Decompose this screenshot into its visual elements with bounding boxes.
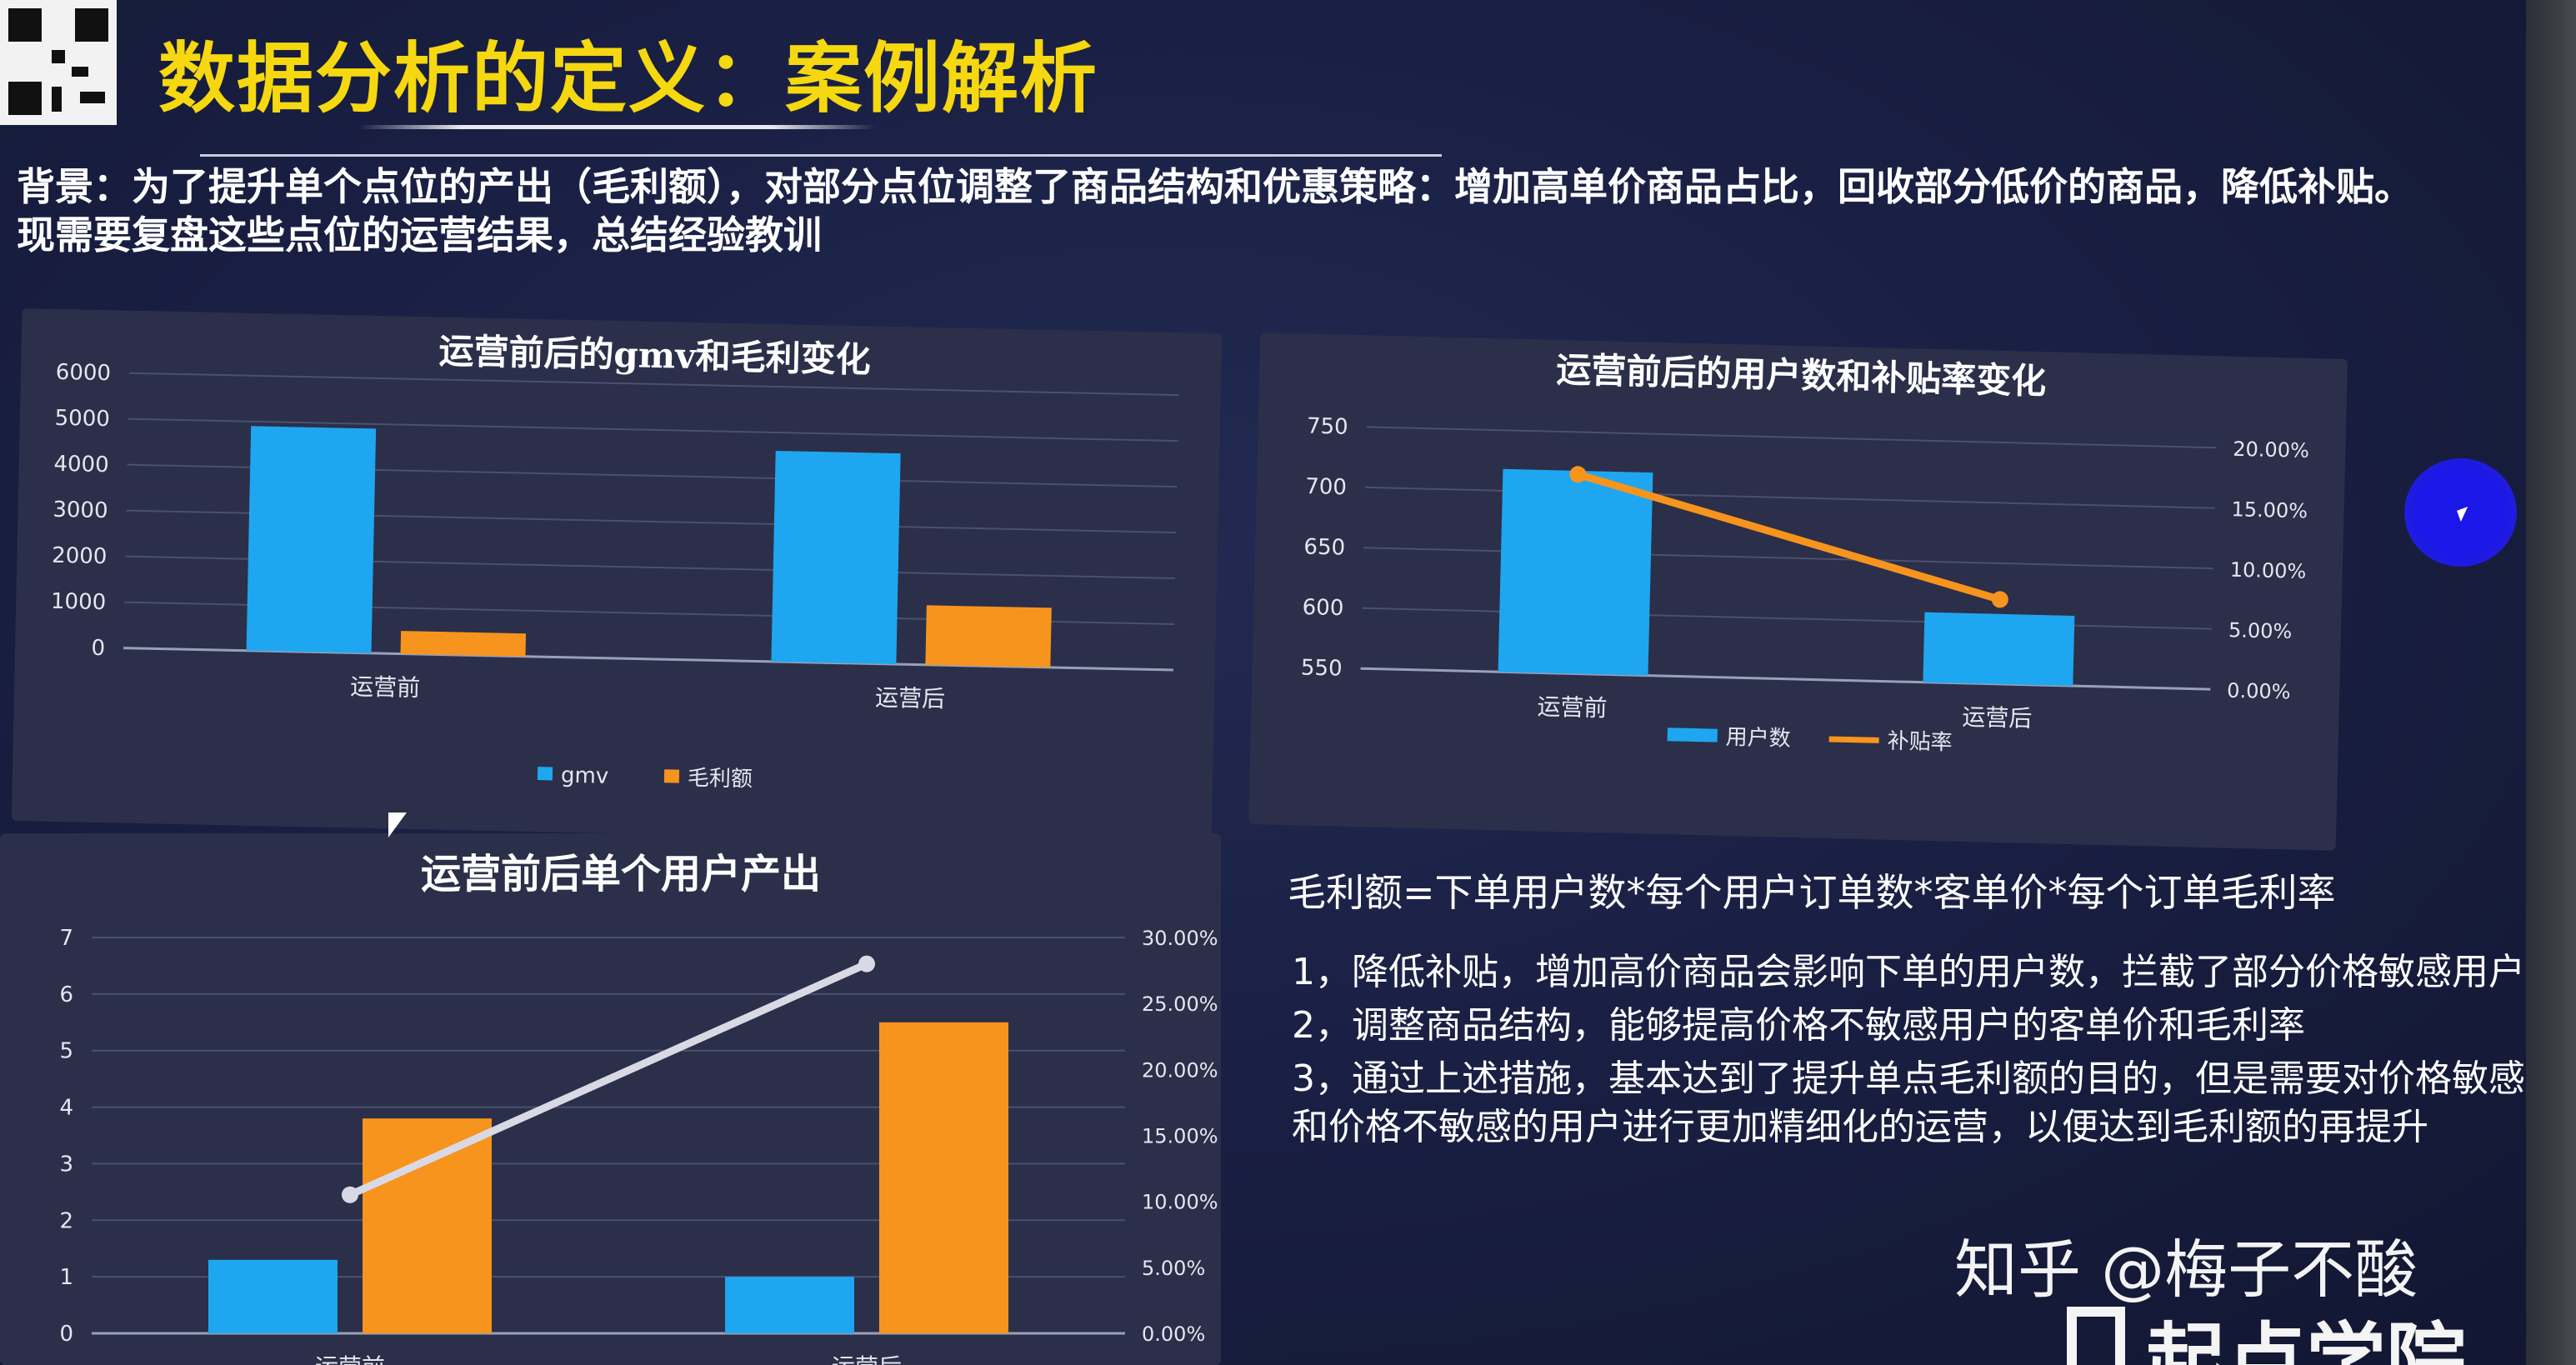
- bar-用户数: [1498, 468, 1653, 676]
- y2-tick-label: 15.00%: [2231, 498, 2308, 522]
- conclusion-point-3: 3，通过上述措施，基本达到了提升单点毛利额的目的，但是需要对价格敏感和价格不敏感…: [1292, 1058, 2525, 1148]
- gridline: [1366, 426, 2217, 449]
- screen-bezel: [2526, 0, 2576, 1365]
- y-tick-label: 0: [91, 636, 105, 661]
- y-tick-label: 2000: [52, 543, 108, 569]
- y-tick-label: 550: [1301, 655, 1343, 681]
- presenter-cursor-icon: [2404, 458, 2517, 567]
- bar-用户数: [1923, 612, 2075, 687]
- y-tick-label: 1: [59, 1265, 73, 1290]
- chart-per-user-output-svg: 运营前后单个用户产出 0 1 2 3 4 5 6 7 0.00% 5.00% 10.00% 15.00%…: [59, 851, 1218, 1365]
- chart-gmv-margin: 运营前后的gmv和毛利变化 0 1000 2000 3000 4000 5000 6000 运营…: [11, 308, 1223, 847]
- y2-tick-label: 0.00%: [2227, 679, 2291, 704]
- y-tick-label: 2: [59, 1208, 73, 1233]
- y-tick-label: 4: [59, 1096, 73, 1121]
- brand-logo-icon: [2067, 1307, 2125, 1365]
- bar-series-0: [208, 1259, 338, 1333]
- x-axis-line: [1360, 667, 2211, 691]
- line-point: [858, 955, 875, 972]
- x-tick-label: 运营后: [875, 684, 946, 713]
- y2-tick-label: 10.00%: [2229, 558, 2306, 583]
- y-tick-label: 600: [1302, 595, 1343, 621]
- conclusion-point-2: 2，调整商品结构，能够提高价格不敏感用户的客单价和毛利率: [1292, 1004, 2305, 1047]
- bar-gmv: [246, 426, 377, 653]
- y2-tick-label: 5.00%: [1142, 1257, 1205, 1280]
- mouse-pointer-icon: [388, 812, 407, 838]
- y2-tick-label: 0.00%: [1142, 1322, 1205, 1346]
- gridline: [1363, 547, 2213, 570]
- y-tick-label: 650: [1303, 535, 1345, 561]
- y-tick-label: 6: [59, 982, 73, 1008]
- gridline: [128, 372, 1179, 397]
- y-tick-label: 700: [1305, 474, 1347, 500]
- bar-series-1: [879, 1022, 1008, 1333]
- y-tick-label: 750: [1307, 414, 1348, 440]
- line-point: [1991, 591, 2008, 608]
- line-point: [1569, 466, 1587, 483]
- gridline: [1364, 486, 2215, 509]
- y2-tick-label: 25.00%: [1142, 992, 1218, 1016]
- bar-毛利额: [400, 631, 527, 657]
- bar-series-0: [725, 1277, 854, 1333]
- chart-users-subsidy: 运营前后的用户数和补贴率变化 550 600 650 700 750 0.00% 5.00% 1…: [1248, 332, 2348, 851]
- y2-tick-label: 20.00%: [2233, 438, 2309, 462]
- conclusion-list: 1，降低补贴，增加高价商品会影响下单的用户数，拦截了部分价格敏感用户 2，调整商…: [1292, 948, 2533, 1157]
- x-tick-label: 运营后: [1962, 703, 2033, 732]
- y2-tick-label: 10.00%: [1142, 1191, 1218, 1214]
- legend-label: 毛利额: [688, 766, 753, 792]
- legend-swatch: [663, 769, 680, 783]
- x-tick-label: 运营前: [350, 672, 421, 702]
- legend-swatch: [1828, 736, 1879, 743]
- y2-tick-label: 30.00%: [1142, 927, 1218, 950]
- legend-label: 补贴率: [1887, 729, 1953, 756]
- y-tick-label: 5000: [54, 406, 110, 432]
- chart-title: 运营前后的gmv和毛利变化: [438, 330, 871, 380]
- y-tick-label: 4000: [53, 452, 109, 478]
- y-tick-label: 3: [59, 1152, 73, 1177]
- slide-title: 数据分析的定义：案例解析: [158, 34, 1099, 123]
- x-tick-label: 运营前: [1537, 692, 1608, 722]
- gridline: [1362, 607, 2213, 630]
- conclusion-point-1: 1，降低补贴，增加高价商品会影响下单的用户数，拦截了部分价格敏感用户: [1292, 951, 2525, 993]
- line-point: [342, 1186, 358, 1203]
- chart-per-user-output: 运营前后单个用户产出 0 1 2 3 4 5 6 7 0.00% 5.00% 10.00% 15.00%…: [0, 833, 1221, 1365]
- brand-text: 起点学院: [2146, 1314, 2466, 1365]
- bar-毛利额: [925, 605, 1052, 668]
- chart-users-subsidy-svg: 运营前后的用户数和补贴率变化 550 600 650 700 750 0.00% 5.00% 1…: [1301, 349, 2310, 756]
- gridline: [128, 418, 1178, 442]
- y-tick-label: 6000: [56, 360, 112, 386]
- formula-text: 毛利额=下单用户数*每个用户订单数*客单价*每个订单毛利率: [1288, 870, 2336, 915]
- y-tick-label: 7: [59, 926, 73, 951]
- y2-tick-label: 5.00%: [2228, 618, 2293, 643]
- qr-code-icon: [0, 0, 117, 125]
- bar-gmv: [771, 450, 901, 665]
- x-tick-label: 运营后: [832, 1353, 902, 1365]
- legend-swatch: [537, 767, 553, 781]
- brand-name: 起点学院: [2146, 1296, 2466, 1365]
- bar-series-1: [363, 1118, 492, 1333]
- chart-gmv-margin-svg: 运营前后的gmv和毛利变化 0 1000 2000 3000 4000 5000 6000 运营…: [51, 330, 1179, 792]
- title-divider: [200, 154, 1442, 157]
- legend-label: gmv: [561, 763, 609, 789]
- line-补贴率: [1573, 470, 2004, 603]
- chart-title: 运营前后单个用户产出: [421, 851, 821, 898]
- title-underline: [358, 125, 875, 129]
- zhihu-watermark: 知乎 @梅子不酸: [1954, 1232, 2418, 1307]
- legend-swatch: [1667, 728, 1718, 742]
- legend-label: 用户数: [1725, 725, 1791, 752]
- chart-title: 运营前后的用户数和补贴率变化: [1556, 349, 2047, 402]
- y-tick-label: 0: [59, 1322, 73, 1347]
- y-tick-label: 1000: [51, 589, 107, 615]
- y-tick-label: 5: [59, 1039, 73, 1064]
- y2-tick-label: 15.00%: [1142, 1125, 1218, 1148]
- line-series-2: [346, 960, 871, 1199]
- background-text: 背景：为了提升单个点位的产出（毛利额），对部分点位调整了商品结构和优惠策略：增加…: [17, 164, 2413, 258]
- y-tick-label: 3000: [53, 498, 108, 523]
- y2-tick-label: 20.00%: [1142, 1058, 1218, 1082]
- x-tick-label: 运营前: [315, 1353, 385, 1365]
